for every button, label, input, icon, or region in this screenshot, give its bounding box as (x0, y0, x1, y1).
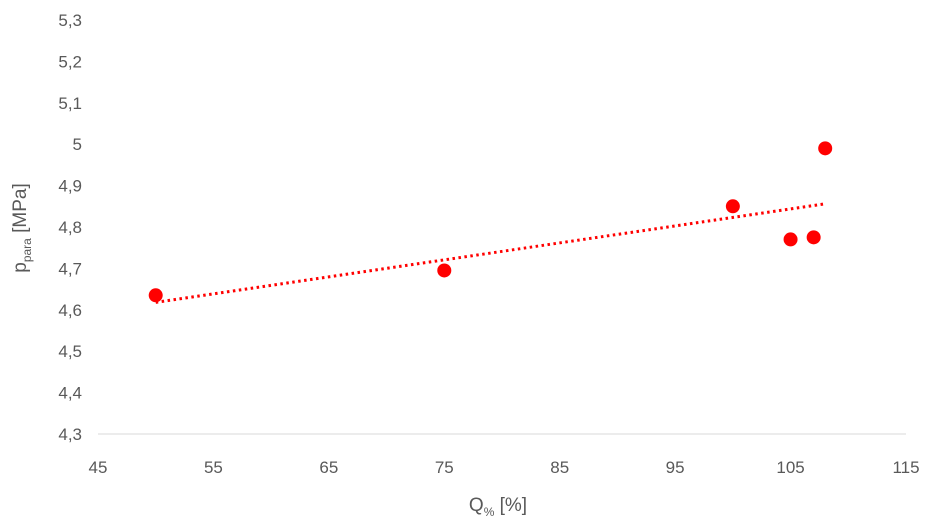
x-tick-label: 45 (89, 458, 108, 477)
x-tick-label: 55 (204, 458, 223, 477)
y-axis-title: ppara [MPa] (10, 183, 34, 273)
y-axis-title-main: p (10, 262, 31, 273)
data-point (148, 288, 163, 303)
y-axis-title-sub: para (20, 238, 34, 262)
y-tick-label: 4,5 (58, 342, 82, 361)
data-points (148, 141, 833, 303)
data-point (437, 263, 452, 278)
data-point (725, 199, 740, 214)
y-tick-label: 4,3 (58, 425, 82, 444)
y-tick-label: 4,7 (58, 259, 82, 278)
x-tick-labels: 45 55 65 75 85 95 105 115 (89, 458, 920, 477)
trendline (155, 202, 826, 304)
y-tick-label: 4,6 (58, 301, 82, 320)
y-tick-label: 5,1 (58, 94, 82, 113)
x-tick-label: 115 (892, 458, 919, 477)
x-tick-label: 65 (319, 458, 338, 477)
y-tick-label: 5,2 (58, 52, 82, 71)
x-axis-title-unit: [%] (494, 495, 527, 516)
x-tick-label: 85 (550, 458, 569, 477)
x-tick-label: 75 (435, 458, 454, 477)
y-tick-label: 5 (73, 135, 82, 154)
x-tick-label: 95 (666, 458, 685, 477)
y-tick-labels: 4,3 4,4 4,5 4,6 4,7 4,8 4,9 5 5,1 5,2 5,3 (58, 11, 82, 444)
data-point (783, 232, 798, 247)
y-tick-label: 4,8 (58, 218, 82, 237)
data-point (806, 230, 821, 245)
y-axis-title-unit: [MPa] (10, 183, 31, 238)
x-axis-title-main: Q (469, 495, 484, 516)
x-axis-title-sub: % (484, 505, 495, 519)
x-tick-label: 105 (776, 458, 804, 477)
x-axis-title: Q% [%] (469, 495, 527, 519)
y-tick-label: 4,9 (58, 177, 82, 196)
y-tick-label: 4,4 (58, 384, 82, 403)
data-point (818, 141, 833, 156)
y-tick-label: 5,3 (58, 11, 82, 30)
